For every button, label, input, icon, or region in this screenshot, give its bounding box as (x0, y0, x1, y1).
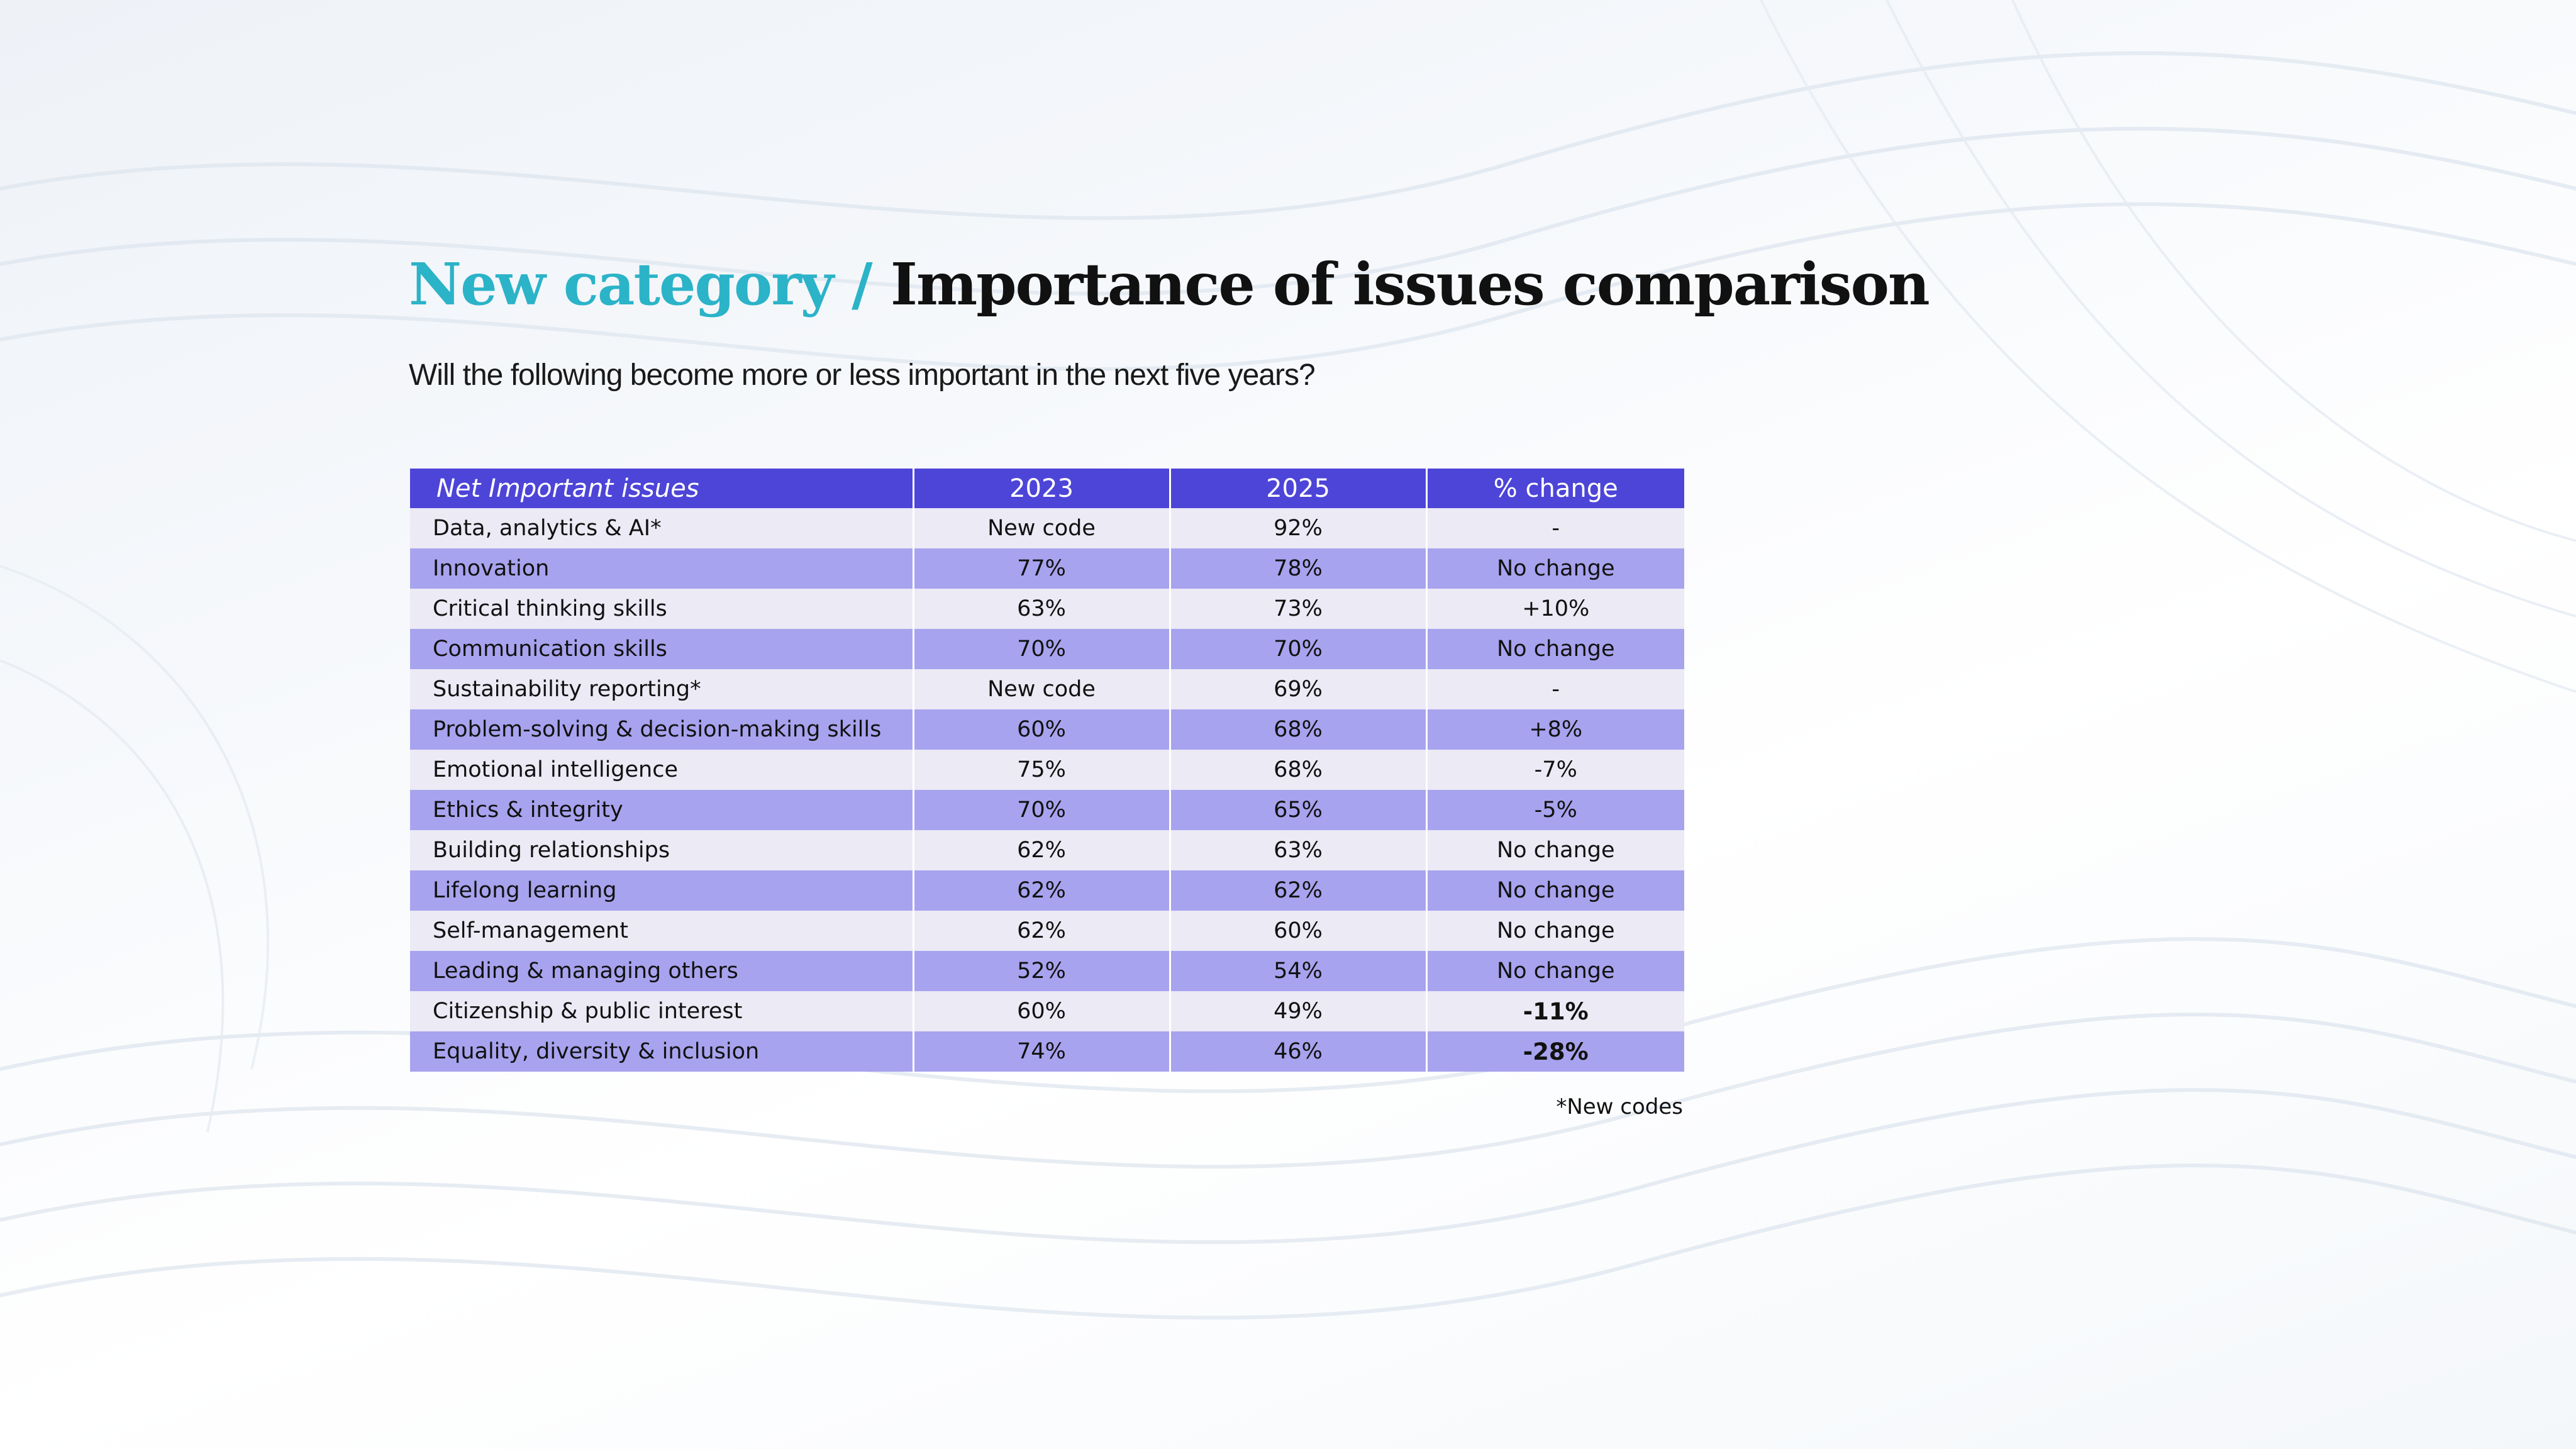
value-change: +8% (1426, 709, 1684, 750)
value-2025: 73% (1170, 589, 1428, 629)
value-2023: New code (913, 508, 1171, 548)
value-2025: 60% (1170, 911, 1428, 951)
value-2025: 68% (1170, 750, 1428, 790)
value-2025: 65% (1170, 790, 1428, 830)
value-2025: 69% (1170, 669, 1428, 709)
title-separator: / (852, 250, 873, 318)
value-change: -28% (1426, 1031, 1684, 1072)
issue-label: Citizenship & public interest (410, 991, 914, 1031)
value-2025: 70% (1170, 629, 1428, 669)
issue-label: Communication skills (410, 629, 914, 669)
value-change: No change (1426, 951, 1684, 991)
value-2023: New code (913, 669, 1171, 709)
issue-label: Critical thinking skills (410, 589, 914, 629)
value-2023: 62% (913, 830, 1171, 870)
value-change: No change (1426, 870, 1684, 911)
title-category: New category (409, 250, 834, 318)
value-2025: 63% (1170, 830, 1428, 870)
issue-label: Equality, diversity & inclusion (410, 1031, 914, 1072)
header-2023: 2023 (913, 469, 1171, 508)
table-row: Leading & managing others 52% 54% No change (410, 951, 1684, 991)
issue-label: Innovation (410, 548, 914, 589)
value-2023: 52% (913, 951, 1171, 991)
value-change: -11% (1426, 991, 1684, 1031)
value-2025: 92% (1170, 508, 1428, 548)
value-2025: 68% (1170, 709, 1428, 750)
value-2023: 62% (913, 870, 1171, 911)
value-2025: 62% (1170, 870, 1428, 911)
issue-label: Lifelong learning (410, 870, 914, 911)
table-row: Equality, diversity & inclusion 74% 46% -28… (410, 1031, 1684, 1072)
table-row: Critical thinking skills 63% 73% +10% (410, 589, 1684, 629)
footnote: *New codes (1556, 1094, 1683, 1119)
issue-label: Leading & managing others (410, 951, 914, 991)
table-row: Building relationships 62% 63% No change (410, 830, 1684, 870)
table-row: Lifelong learning 62% 62% No change (410, 870, 1684, 911)
title-main: Importance of issues comparison (890, 250, 1930, 318)
value-change: -7% (1426, 750, 1684, 790)
table-row: Innovation 77% 78% No change (410, 548, 1684, 589)
slide-subtitle: Will the following become more or less i… (409, 358, 1316, 392)
table-row: Data, analytics & AI* New code 92% - (410, 508, 1684, 548)
value-change: No change (1426, 548, 1684, 589)
table-row: Citizenship & public interest 60% 49% -11% (410, 991, 1684, 1031)
header-issues: Net Important issues (410, 469, 914, 508)
value-change: +10% (1426, 589, 1684, 629)
header-2025: 2025 (1170, 469, 1428, 508)
issue-label: Self-management (410, 911, 914, 951)
value-2023: 77% (913, 548, 1171, 589)
value-change: - (1426, 669, 1684, 709)
value-2025: 46% (1170, 1031, 1428, 1072)
table-header-row: Net Important issues 2023 2025 % change (410, 469, 1684, 508)
table-row: Problem-solving & decision-making skills… (410, 709, 1684, 750)
issue-label: Building relationships (410, 830, 914, 870)
table-row: Communication skills 70% 70% No change (410, 629, 1684, 669)
issue-label: Problem-solving & decision-making skills (410, 709, 914, 750)
header-change: % change (1426, 469, 1684, 508)
value-2023: 70% (913, 629, 1171, 669)
value-change: No change (1426, 830, 1684, 870)
value-2023: 70% (913, 790, 1171, 830)
value-2025: 49% (1170, 991, 1428, 1031)
table-body: Data, analytics & AI* New code 92% - Innovat… (410, 508, 1684, 1072)
value-change: - (1426, 508, 1684, 548)
value-2023: 74% (913, 1031, 1171, 1072)
value-change: -5% (1426, 790, 1684, 830)
value-2023: 63% (913, 589, 1171, 629)
value-2025: 78% (1170, 548, 1428, 589)
value-change: No change (1426, 629, 1684, 669)
issues-table: Net Important issues 2023 2025 % change … (410, 469, 1684, 1072)
issue-label: Emotional intelligence (410, 750, 914, 790)
issue-label: Ethics & integrity (410, 790, 914, 830)
table-row: Emotional intelligence 75% 68% -7% (410, 750, 1684, 790)
issue-label: Sustainability reporting* (410, 669, 914, 709)
value-change: No change (1426, 911, 1684, 951)
value-2023: 62% (913, 911, 1171, 951)
value-2023: 60% (913, 991, 1171, 1031)
table-row: Ethics & integrity 70% 65% -5% (410, 790, 1684, 830)
value-2023: 60% (913, 709, 1171, 750)
issue-label: Data, analytics & AI* (410, 508, 914, 548)
value-2023: 75% (913, 750, 1171, 790)
value-2025: 54% (1170, 951, 1428, 991)
slide-title: New category / Importance of issues comp… (409, 247, 1930, 322)
table-row: Self-management 62% 60% No change (410, 911, 1684, 951)
table-row: Sustainability reporting* New code 69% - (410, 669, 1684, 709)
